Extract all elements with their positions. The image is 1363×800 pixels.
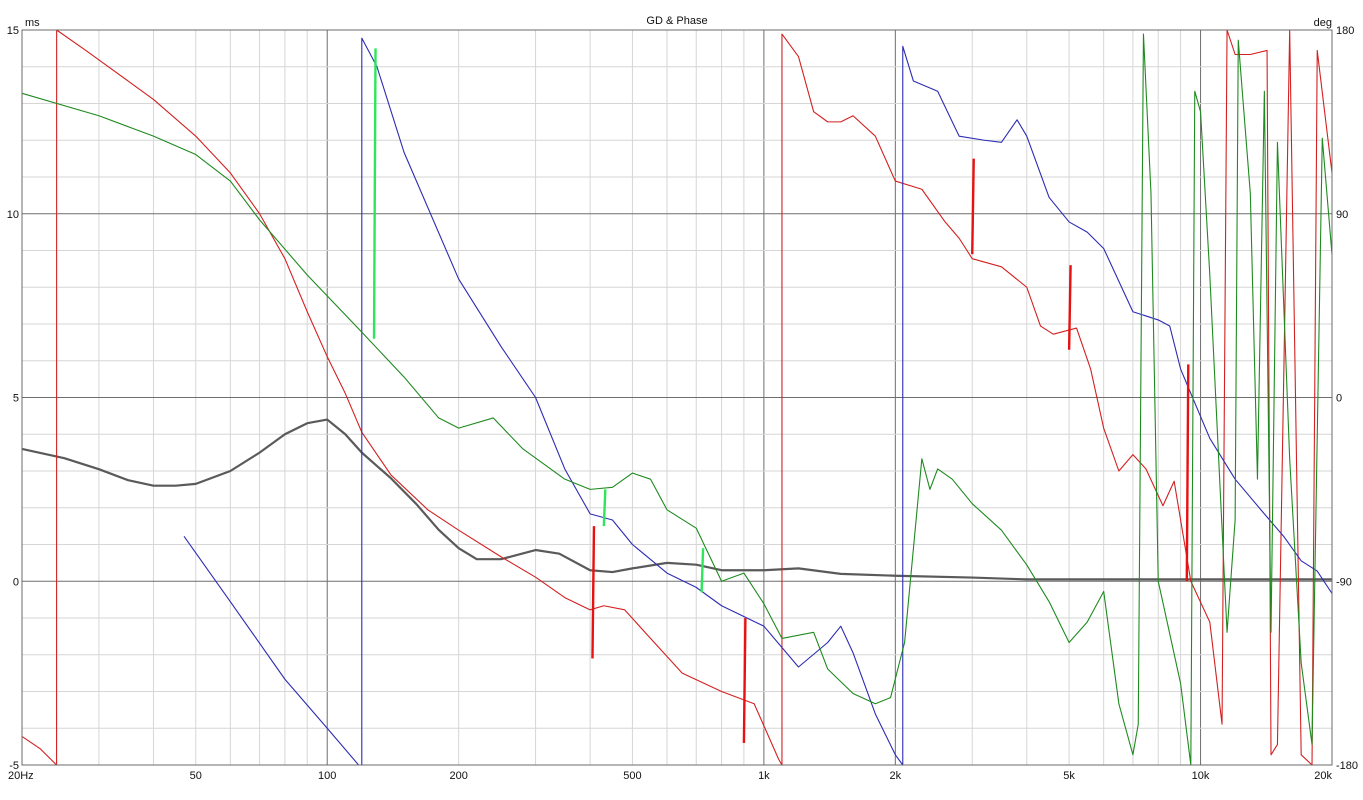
delay-marker-6 xyxy=(1067,265,1072,350)
x-tick-label: 1k xyxy=(758,770,770,782)
series-line-3 xyxy=(21,33,1333,766)
x-tick-label: 20k xyxy=(1314,770,1332,782)
x-tick-label: 200 xyxy=(449,770,467,782)
y-left-tick-label: 15 xyxy=(7,25,19,37)
x-tick-label: 2k xyxy=(890,770,902,782)
x-tick-label: 20Hz xyxy=(8,770,34,782)
series-layer xyxy=(21,29,1333,766)
series-line-0 xyxy=(21,418,1332,581)
y-right-tick-label: 180 xyxy=(1336,25,1354,37)
right-axis-unit: deg xyxy=(1314,17,1332,29)
delay-marker-7 xyxy=(1185,364,1190,582)
delay-marker-4 xyxy=(742,617,747,743)
marker-layer xyxy=(372,48,1190,743)
left-axis-unit: ms xyxy=(25,17,40,29)
y-right-tick-label: -180 xyxy=(1336,760,1358,772)
series-line-1 xyxy=(21,29,1333,766)
y-left-tick-label: 5 xyxy=(13,393,19,405)
y-left-tick-label: -5 xyxy=(9,760,19,772)
x-tick-label: 500 xyxy=(623,770,641,782)
x-tick-label: 100 xyxy=(318,770,336,782)
delay-marker-5 xyxy=(971,158,975,255)
y-right-tick-label: 0 xyxy=(1336,393,1342,405)
delay-marker-0 xyxy=(372,48,377,339)
chart-title: GD & Phase xyxy=(646,15,707,27)
delay-marker-3 xyxy=(591,526,596,659)
label-layer: GD & Phase ms deg 20Hz 50 100 200 500 1k 2k 5k 1… xyxy=(7,15,1358,782)
x-tick-label: 5k xyxy=(1063,770,1075,782)
y-left-tick-label: 10 xyxy=(7,209,19,221)
delay-marker-2 xyxy=(700,548,705,593)
delay-marker-1 xyxy=(602,489,607,527)
y-right-tick-label: 90 xyxy=(1336,209,1348,221)
x-tick-label: 50 xyxy=(190,770,202,782)
series-line-2 xyxy=(183,37,1333,766)
plot-frame xyxy=(21,29,1333,766)
x-tick-label: 10k xyxy=(1192,770,1210,782)
y-right-tick-label: -90 xyxy=(1336,576,1352,588)
y-left-tick-label: 0 xyxy=(13,576,19,588)
grid-layer xyxy=(21,29,1333,766)
